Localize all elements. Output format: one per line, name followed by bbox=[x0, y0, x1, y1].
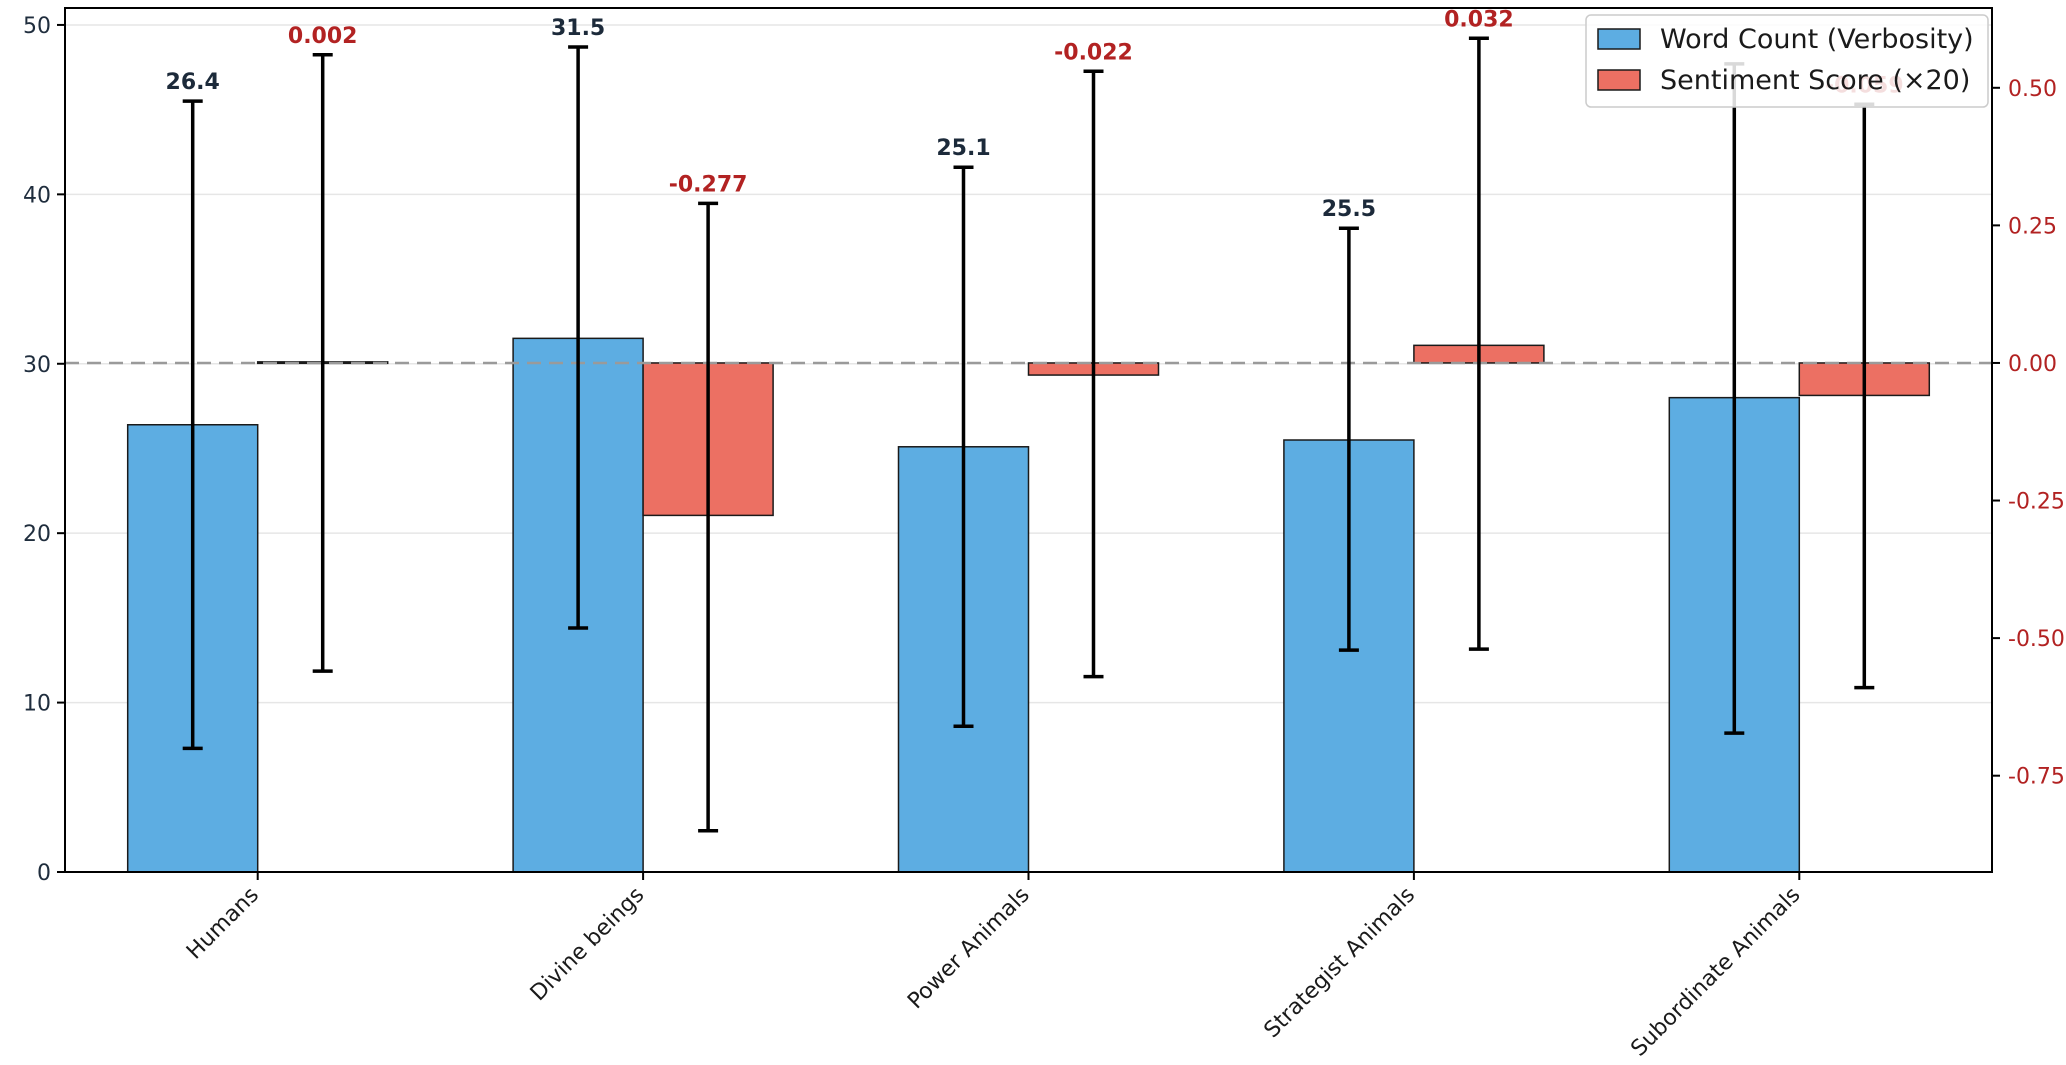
error-bars bbox=[182, 36, 1875, 833]
x-tick-label-0: Humans bbox=[182, 883, 264, 965]
y-left-tick-label-30: 30 bbox=[23, 353, 51, 378]
value-label-word-count-0: 26.4 bbox=[166, 70, 220, 95]
x-tick-label-3: Strategist Animals bbox=[1260, 883, 1421, 1044]
y-right-tick-label-3: 0.00 bbox=[2008, 352, 2057, 377]
value-label-sentiment-0: 0.002 bbox=[288, 24, 358, 49]
y-right-tick-label-2: -0.25 bbox=[2008, 490, 2065, 515]
value-label-word-count-1: 31.5 bbox=[551, 16, 605, 41]
y-left-tick-label-50: 50 bbox=[23, 14, 51, 39]
y-right-tick-label-1: -0.50 bbox=[2008, 627, 2065, 652]
y-left-tick-label-10: 10 bbox=[23, 692, 51, 717]
x-tick-label-2: Power Animals bbox=[903, 883, 1035, 1015]
legend: Word Count (Verbosity) Sentiment Score (… bbox=[1585, 14, 1989, 108]
value-label-word-count-2: 25.1 bbox=[936, 136, 990, 161]
value-label-word-count-3: 25.5 bbox=[1322, 197, 1376, 222]
y-right-tick-label-0: -0.75 bbox=[2008, 765, 2065, 790]
bars bbox=[126, 337, 1931, 873]
x-tick-label-4: Subordinate Animals bbox=[1626, 883, 1805, 1061]
legend-swatch-word-count bbox=[1597, 28, 1641, 50]
legend-swatch-sentiment bbox=[1597, 69, 1641, 91]
y-left-tick-label-20: 20 bbox=[23, 522, 51, 547]
legend-label-word-count: Word Count (Verbosity) bbox=[1660, 24, 1974, 55]
y-right-tick-label-4: 0.25 bbox=[2008, 214, 2057, 239]
y-left-tick-label-40: 40 bbox=[23, 183, 51, 208]
legend-label-sentiment: Sentiment Score (×20) bbox=[1660, 65, 1970, 96]
y-right-tick-label-5: 0.50 bbox=[2008, 77, 2057, 102]
value-label-sentiment-1: -0.277 bbox=[669, 172, 748, 197]
value-label-sentiment-3: 0.032 bbox=[1444, 7, 1514, 32]
x-tick-label-1: Divine beings bbox=[526, 883, 649, 1006]
y-left-tick-label-0: 0 bbox=[37, 861, 51, 886]
legend-box bbox=[1585, 14, 1989, 108]
value-label-sentiment-2: -0.022 bbox=[1054, 40, 1133, 65]
